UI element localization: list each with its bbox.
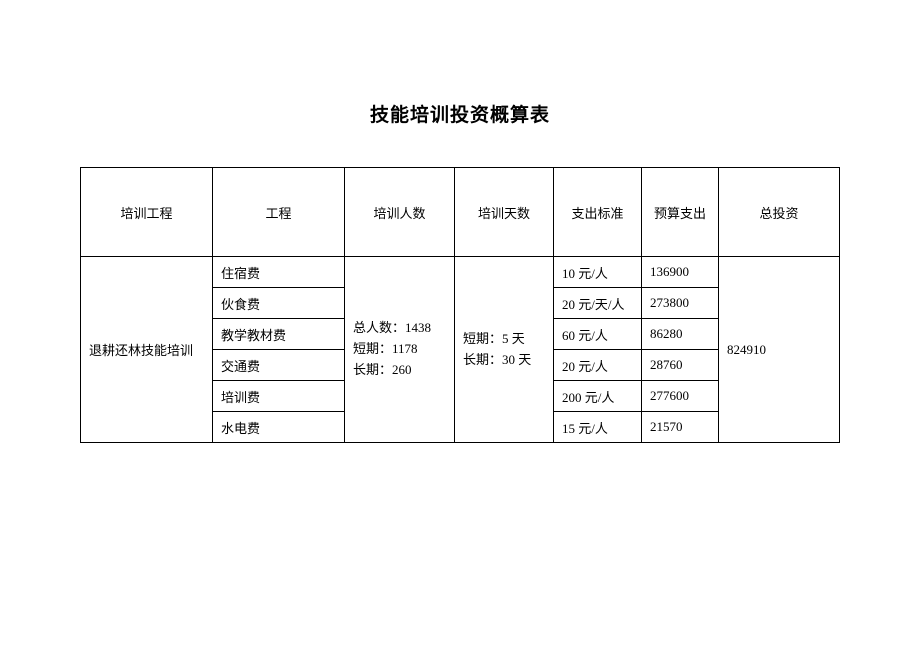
col-header-count: 培训人数 [345, 168, 455, 257]
table-row: 退耕还林技能培训 住宿费 总人数：1438 短期：1178 长期：260 短期：… [81, 257, 840, 288]
cell-standard: 15 元/人 [554, 412, 642, 443]
count-line: 短期：1178 [353, 339, 446, 360]
table-header-row: 培训工程 工程 培训人数 培训天数 支出标准 预算支出 总投资 [81, 168, 840, 257]
cell-budget: 277600 [642, 381, 719, 412]
cell-budget: 136900 [642, 257, 719, 288]
cell-budget: 86280 [642, 319, 719, 350]
cell-item: 教学教材费 [213, 319, 345, 350]
count-line: 长期：260 [353, 360, 446, 381]
document-title: 技能培训投资概算表 [80, 100, 840, 127]
cell-item: 交通费 [213, 350, 345, 381]
col-header-standard: 支出标准 [554, 168, 642, 257]
cell-budget: 21570 [642, 412, 719, 443]
col-header-total: 总投资 [719, 168, 840, 257]
cell-standard: 60 元/人 [554, 319, 642, 350]
col-header-project: 培训工程 [81, 168, 213, 257]
cell-item: 伙食费 [213, 288, 345, 319]
col-header-days: 培训天数 [455, 168, 554, 257]
cell-standard: 20 元/人 [554, 350, 642, 381]
cell-budget: 28760 [642, 350, 719, 381]
count-line: 总人数：1438 [353, 318, 446, 339]
cell-item: 住宿费 [213, 257, 345, 288]
cell-days: 短期：5 天 长期：30 天 [455, 257, 554, 443]
cell-standard: 20 元/天/人 [554, 288, 642, 319]
budget-table: 培训工程 工程 培训人数 培训天数 支出标准 预算支出 总投资 退耕还林技能培训… [80, 167, 840, 443]
col-header-budget: 预算支出 [642, 168, 719, 257]
cell-total: 824910 [719, 257, 840, 443]
days-line: 短期：5 天 [463, 329, 545, 350]
document-page: 技能培训投资概算表 培训工程 工程 培训人数 培训天数 支出标准 预算支出 总投… [0, 0, 920, 443]
cell-count: 总人数：1438 短期：1178 长期：260 [345, 257, 455, 443]
cell-standard: 10 元/人 [554, 257, 642, 288]
days-line: 长期：30 天 [463, 350, 545, 371]
cell-item: 培训费 [213, 381, 345, 412]
col-header-item: 工程 [213, 168, 345, 257]
cell-budget: 273800 [642, 288, 719, 319]
cell-item: 水电费 [213, 412, 345, 443]
cell-project-name: 退耕还林技能培训 [81, 257, 213, 443]
cell-standard: 200 元/人 [554, 381, 642, 412]
